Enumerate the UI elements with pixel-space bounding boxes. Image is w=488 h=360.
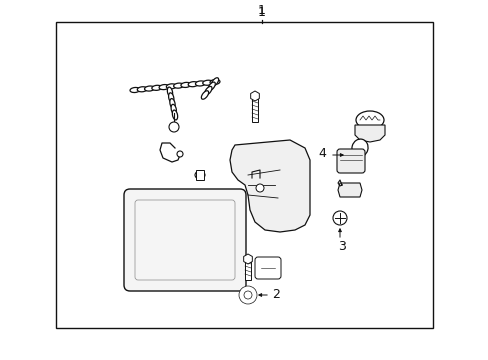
Ellipse shape [211,78,218,86]
Text: 1: 1 [257,6,265,19]
Ellipse shape [355,111,383,129]
Ellipse shape [159,85,169,90]
Ellipse shape [209,80,220,85]
Ellipse shape [137,87,147,92]
Ellipse shape [256,184,264,192]
Ellipse shape [204,86,211,95]
Polygon shape [337,183,361,197]
Bar [196,170,203,180]
Ellipse shape [152,85,162,90]
Ellipse shape [207,82,215,91]
Ellipse shape [144,86,154,91]
Ellipse shape [195,171,204,179]
Ellipse shape [169,122,179,132]
FancyBboxPatch shape [124,189,245,291]
FancyBboxPatch shape [254,257,281,279]
Text: 3: 3 [337,239,345,252]
Ellipse shape [167,87,172,97]
Text: 2: 2 [271,288,279,302]
Ellipse shape [195,81,205,86]
Ellipse shape [351,139,367,157]
Polygon shape [229,140,309,232]
Ellipse shape [332,211,346,225]
FancyBboxPatch shape [336,149,364,173]
Bar [251,98,258,122]
Ellipse shape [168,93,174,103]
Ellipse shape [239,286,257,304]
Ellipse shape [166,84,176,89]
Text: 4: 4 [317,147,325,159]
Ellipse shape [169,99,175,108]
Ellipse shape [201,91,208,99]
Ellipse shape [130,87,140,93]
Ellipse shape [181,82,190,87]
Ellipse shape [203,80,212,85]
Polygon shape [354,125,384,142]
Bar [56,22,432,328]
Bar [244,260,250,280]
Ellipse shape [177,151,183,157]
Ellipse shape [171,104,176,114]
Ellipse shape [244,291,251,299]
Text: 1: 1 [257,4,265,17]
Ellipse shape [172,110,177,120]
Ellipse shape [173,83,183,88]
Ellipse shape [188,82,198,87]
